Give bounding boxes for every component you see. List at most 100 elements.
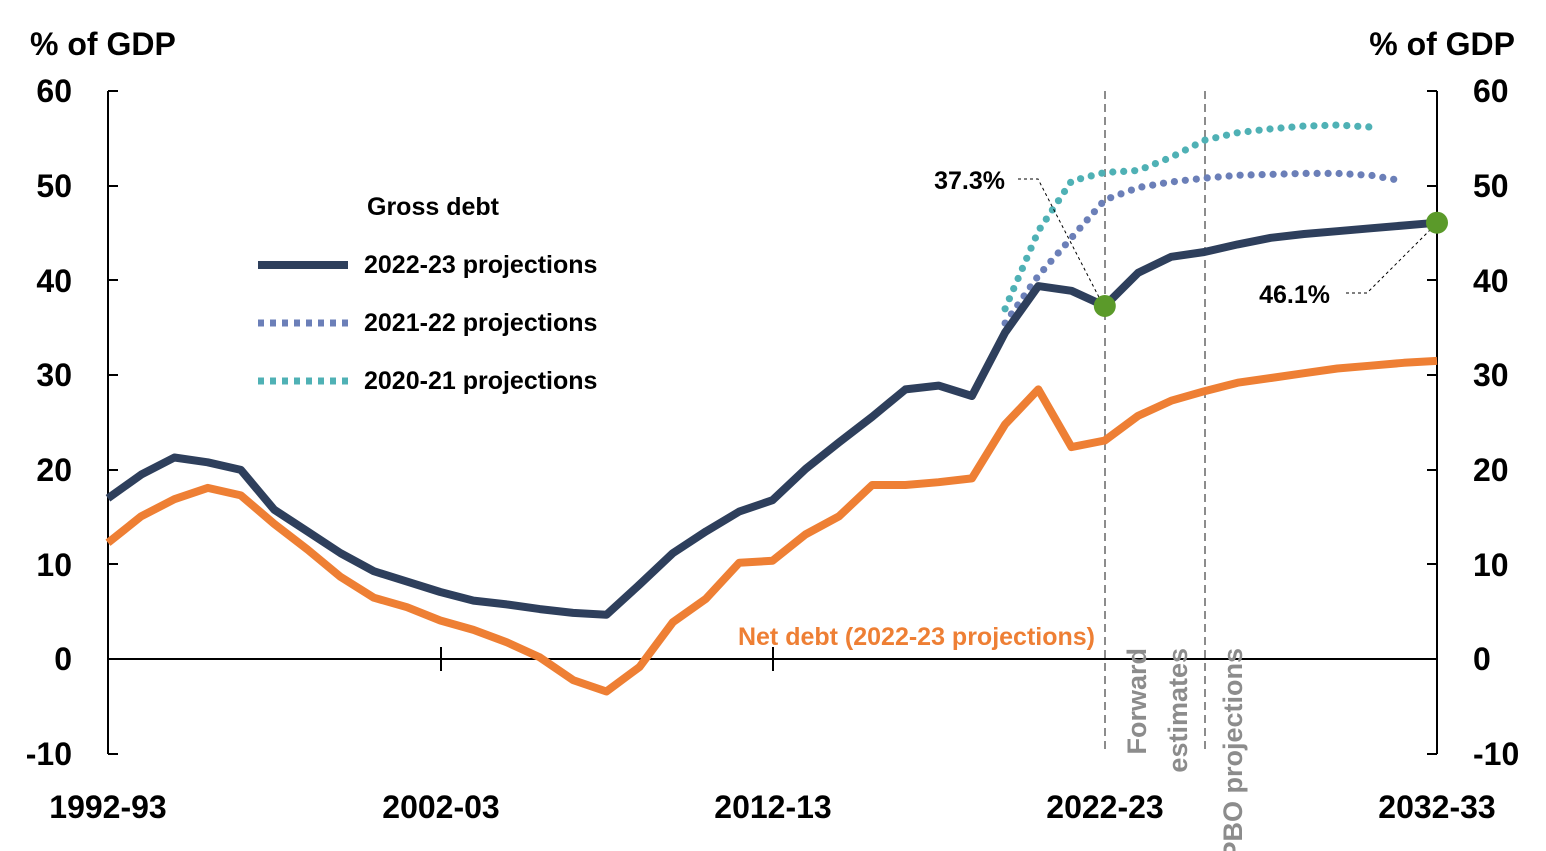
series-dot [1236,171,1244,179]
axes [107,90,1438,755]
y-axis-left-title: % of GDP [30,26,176,62]
series-dot [1060,187,1069,196]
series-dot [1120,167,1128,175]
series-dot [1247,171,1255,179]
y-axis-right-title: % of GDP [1369,26,1515,62]
y-tick-label-left: 60 [36,73,72,109]
series-dot [1061,241,1069,249]
series-dot [1212,134,1220,142]
series-dot [1299,122,1307,130]
series-dot [1332,121,1340,129]
series-gross-debt-2020-21 [1001,121,1373,313]
legend-label-2021-22: 2021-22 projections [364,309,597,337]
y-axis-right-tick-labels: 60 50 40 30 20 10 0 -10 [1473,73,1519,772]
series-dot [1054,249,1062,257]
series-dot [1277,124,1285,132]
series-dot [1255,126,1263,134]
series-dot [1076,224,1084,232]
x-tick-label: 2032-33 [1378,789,1495,825]
series-dot [1048,206,1056,214]
series-dot [1040,266,1048,274]
annotation-marker-0 [1093,295,1116,317]
series-dot [1162,155,1170,164]
series-dot [1181,146,1189,154]
y-axis-left-ticks [108,90,118,755]
series-layer [105,121,1438,696]
series-dot [1346,170,1354,178]
series-dot [1117,190,1125,198]
y-tick-label-left: 40 [36,263,72,299]
annotation-label-37: 37.3% [934,167,1005,195]
y-tick-label-left: 30 [36,357,72,393]
series-dot [1222,131,1231,139]
y-tick-label-right: 10 [1473,547,1509,583]
series-dot [1269,170,1277,178]
series-dot [1335,169,1343,178]
series-dot [1054,197,1063,205]
forward-estimates-label-line1: Forward [1122,648,1152,755]
series-dot [1010,285,1018,293]
series-dot [1368,171,1376,180]
reference-line-labels: Forward estimates PBO projections [1122,648,1248,851]
net-debt-label: Net debt (2022-23 projections) [738,623,1095,651]
series-dot [1149,181,1157,189]
series-dot [1324,169,1332,177]
series-dot [1077,175,1085,183]
series-gross-debt-2022-23 [105,218,1438,619]
series-dot [1214,173,1222,181]
series-dot [1027,244,1035,252]
series-dot [1138,183,1146,191]
y-tick-label-left: 50 [36,168,72,204]
y-tick-label-right: 50 [1473,168,1509,204]
series-dot [1042,215,1050,223]
y-axis-right-ticks [1427,90,1437,755]
x-tick-label: 2002-03 [382,789,499,825]
y-tick-label-left: 20 [36,452,72,488]
series-dot [1087,172,1095,180]
annotation-marker-1 [1426,211,1448,234]
series-gross-debt-2021-22 [1001,169,1398,327]
legend: Gross debt 2022-23 projections 2021-22 p… [258,193,597,395]
y-tick-label-left: -10 [26,736,72,772]
series-dot [1014,274,1022,283]
series-dot [1067,178,1075,186]
legend-label-2022-23: 2022-23 projections [364,251,597,279]
marker-layer [1093,211,1448,317]
y-tick-label-right: 60 [1473,73,1509,109]
series-dot [1151,160,1159,168]
series-dot [1181,176,1189,184]
series-dot [1291,170,1299,178]
legend-title: Gross debt [367,193,500,221]
series-dot [1036,224,1044,232]
series-dot [1354,122,1362,130]
series-dot [1321,121,1329,130]
y-axis-left-tick-labels: 60 50 40 30 20 10 0 -10 [26,73,72,772]
series-dot [1098,169,1106,177]
series-dot [1170,178,1178,186]
series-dot [1083,216,1091,224]
y-tick-label-left: 0 [54,641,72,677]
x-axis-ticks [440,647,774,671]
y-tick-label-right: -10 [1473,736,1519,772]
series-dot [1390,175,1398,183]
series-dot [1159,179,1168,187]
series-dot [1023,254,1031,262]
series-dot [1244,127,1252,136]
series-dot [1343,122,1351,130]
series-dot [1031,234,1039,242]
x-tick-label: 2022-23 [1046,789,1163,825]
x-tick-label: 1992-93 [49,789,166,825]
series-dot [1127,186,1135,194]
series-dot [1192,175,1200,183]
series-dot [1280,170,1288,178]
series-dot [1172,151,1180,159]
y-tick-label-right: 40 [1473,263,1509,299]
x-tick-label: 2012-13 [714,789,831,825]
series-dot [1225,172,1233,180]
annotation-leaders [1018,178,1437,306]
series-dot [1018,264,1026,272]
legend-label-2020-21: 2020-21 projections [364,367,597,395]
series-dot [1201,136,1209,144]
y-tick-label-left: 10 [36,547,72,583]
